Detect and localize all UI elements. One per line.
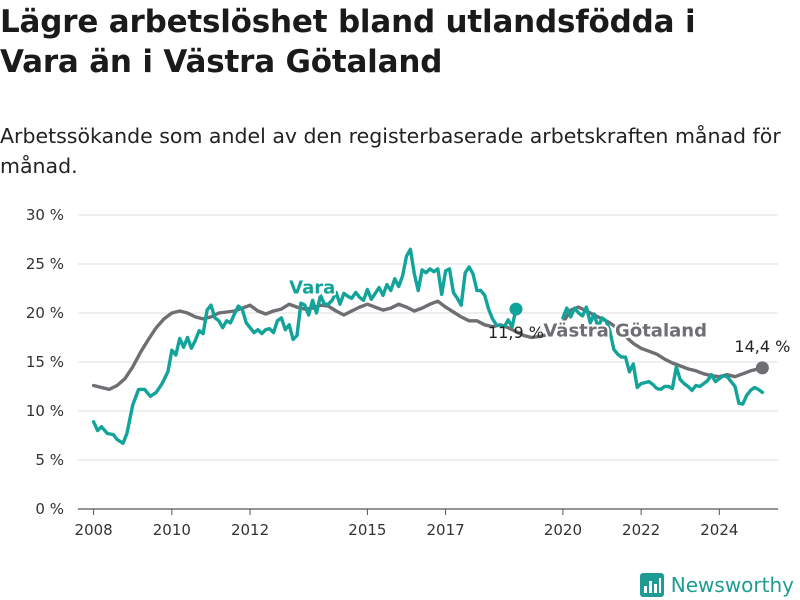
y-tick-label: 20 % [26, 304, 64, 322]
y-tick-label: 25 % [26, 255, 64, 273]
brand-logo: Newsworthy [639, 573, 794, 597]
x-tick-label: 2024 [700, 521, 738, 539]
newsworthy-logo-icon [639, 573, 664, 597]
page-title: Lägre arbetslöshet bland utlandsfödda i … [0, 4, 696, 80]
y-tick-label: 5 % [35, 451, 64, 469]
x-tick-label: 2017 [427, 521, 465, 539]
chart-subtitle: Arbetssökande som andel av den registerb… [0, 124, 781, 178]
line-chart: 0 % 5 % 10 % 15 % 20 % 25 % 30 % 2008 2010 2012 20… [26, 206, 790, 539]
y-tick-label: 15 % [26, 353, 64, 371]
x-tick-label: 2020 [544, 521, 582, 539]
x-tick-label: 2015 [348, 521, 386, 539]
series-line-vara [91, 247, 518, 445]
end-value-label: 14,4 % [734, 337, 790, 356]
brand-name: Newsworthy [670, 573, 794, 597]
series-line-vara [561, 305, 765, 406]
end-value-label: 11,9 % [488, 323, 544, 342]
end-point-vara [509, 302, 523, 316]
series-label: Västra Götaland [543, 321, 707, 342]
x-tick-label: 2022 [622, 521, 660, 539]
y-tick-label: 30 % [26, 206, 64, 224]
end-point-v-stra-g-taland [755, 361, 769, 375]
x-tick-label: 2012 [231, 521, 269, 539]
y-tick-label: 10 % [26, 402, 64, 420]
x-tick-label: 2010 [153, 521, 191, 539]
x-tick-label: 2008 [75, 521, 113, 539]
series-label: Vara [289, 277, 335, 298]
y-tick-label: 0 % [35, 500, 64, 518]
